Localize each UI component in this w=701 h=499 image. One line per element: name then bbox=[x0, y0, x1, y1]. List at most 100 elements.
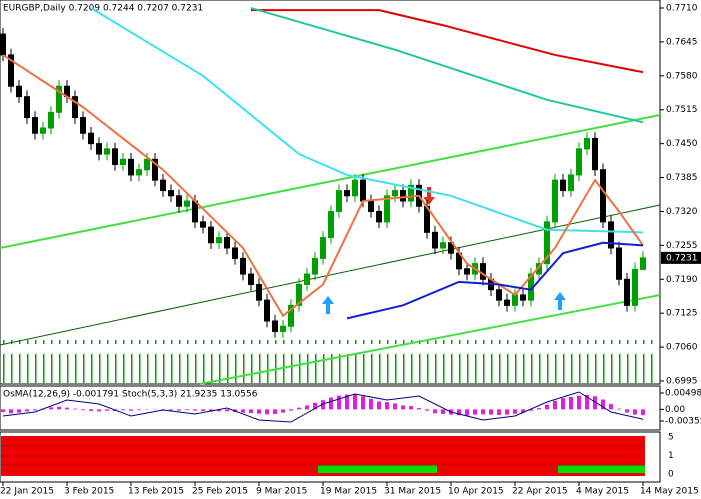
osma-bar bbox=[1, 409, 5, 412]
y-tick-label: 0.7255 bbox=[666, 241, 698, 251]
osma-tick-label: 0.004986 bbox=[665, 389, 701, 399]
osma-bar bbox=[17, 409, 21, 413]
signal-label: 5 bbox=[668, 433, 674, 443]
candle-body bbox=[264, 299, 270, 322]
candle-body bbox=[376, 210, 382, 223]
candle-body bbox=[320, 237, 326, 259]
candle-body bbox=[584, 137, 590, 150]
candle-body bbox=[120, 158, 126, 166]
osma-bar bbox=[353, 394, 357, 410]
candle-body bbox=[136, 169, 142, 176]
candle-body bbox=[344, 190, 350, 197]
candle-body bbox=[504, 299, 510, 306]
osma-bar bbox=[33, 409, 37, 411]
candle-body bbox=[168, 190, 174, 197]
osma-bar bbox=[97, 409, 101, 412]
candle-body bbox=[608, 221, 614, 249]
osma-bar bbox=[25, 409, 29, 412]
candle-body bbox=[440, 242, 446, 249]
osma-bar bbox=[401, 405, 405, 410]
osma-bar bbox=[545, 404, 549, 410]
moving-average bbox=[2, 54, 644, 318]
candle-body bbox=[616, 247, 622, 280]
y-tick-label: 0.6995 bbox=[666, 377, 698, 387]
candle-body bbox=[400, 190, 406, 202]
osma-bar bbox=[289, 409, 293, 411]
osma-bar bbox=[265, 409, 269, 415]
osma-bar bbox=[169, 409, 173, 411]
osma-bar bbox=[137, 409, 141, 411]
osma-bar bbox=[529, 409, 533, 411]
y-tick-label: 0.7125 bbox=[666, 309, 698, 319]
osma-bar bbox=[473, 409, 477, 415]
candle-body bbox=[104, 148, 110, 155]
trend-line bbox=[199, 294, 661, 385]
candle-body bbox=[224, 237, 230, 249]
osma-bar bbox=[385, 402, 389, 410]
x-tick-label: 22 Apr 2015 bbox=[512, 487, 568, 497]
candle-body bbox=[240, 257, 246, 275]
candle-body bbox=[216, 237, 222, 244]
osma-bar bbox=[337, 395, 341, 410]
candle-body bbox=[328, 210, 334, 239]
osma-bar bbox=[481, 409, 485, 415]
candle-body bbox=[128, 158, 134, 176]
osma-bar bbox=[257, 409, 261, 414]
osma-bar bbox=[57, 406, 61, 410]
candle-body bbox=[576, 148, 582, 176]
stochastic bbox=[2, 391, 644, 423]
osma-bar bbox=[313, 402, 317, 410]
osma-bar bbox=[273, 409, 277, 414]
osma-bar bbox=[9, 409, 13, 414]
candle-body bbox=[8, 54, 14, 87]
candle-body bbox=[112, 148, 118, 166]
signal-green bbox=[318, 465, 437, 473]
x-tick-label: 19 Mar 2015 bbox=[320, 487, 377, 497]
candle-body bbox=[160, 179, 166, 192]
candle-body bbox=[248, 273, 254, 285]
osma-bar bbox=[377, 401, 381, 410]
candle-body bbox=[208, 226, 214, 244]
osma-bar bbox=[393, 403, 397, 410]
osma-bar bbox=[633, 409, 637, 415]
moving-average bbox=[250, 7, 644, 124]
candle-body bbox=[432, 231, 438, 249]
candle-body bbox=[192, 200, 198, 223]
buy-arrow bbox=[554, 292, 566, 310]
y-tick-label: 0.7385 bbox=[666, 173, 698, 183]
candle-body bbox=[32, 117, 38, 134]
osma-bar bbox=[617, 408, 621, 410]
osma-bar bbox=[297, 407, 301, 410]
chart-title: EURGBP,Daily 0.7209 0.7244 0.7207 0.7231 bbox=[3, 4, 203, 14]
candle-body bbox=[384, 195, 390, 223]
osma-bar bbox=[457, 409, 461, 416]
candle-body bbox=[520, 294, 526, 301]
candle-body bbox=[40, 127, 46, 134]
candle-body bbox=[184, 200, 190, 207]
candle-body bbox=[480, 263, 486, 280]
osma-bar bbox=[241, 409, 245, 413]
osma-bar bbox=[497, 409, 501, 415]
candle-body bbox=[48, 111, 54, 129]
osma-tick-label: 0.00 bbox=[665, 405, 685, 415]
candle-body bbox=[232, 247, 238, 259]
candle-body bbox=[272, 320, 278, 332]
current-price: 0.7231 bbox=[666, 253, 698, 263]
osma-title: OsMA(12,26,9) -0.001791 Stoch(5,3,3) 21.… bbox=[3, 390, 258, 400]
osma-bar bbox=[553, 400, 557, 410]
osma-bar bbox=[641, 409, 645, 416]
osma-bar bbox=[593, 396, 597, 410]
candle-body bbox=[640, 257, 646, 270]
osma-bar bbox=[281, 409, 285, 413]
osma-bar bbox=[329, 397, 333, 410]
candle-body bbox=[152, 158, 158, 181]
osma-bar bbox=[201, 409, 205, 411]
osma-bar bbox=[505, 409, 509, 415]
osma-bar bbox=[609, 404, 613, 410]
osma-bar bbox=[521, 409, 525, 413]
x-tick-label: 31 Mar 2015 bbox=[384, 487, 441, 497]
signal-bars bbox=[1, 436, 645, 476]
y-tick-label: 0.7645 bbox=[666, 37, 698, 47]
osma-bar bbox=[65, 407, 69, 410]
